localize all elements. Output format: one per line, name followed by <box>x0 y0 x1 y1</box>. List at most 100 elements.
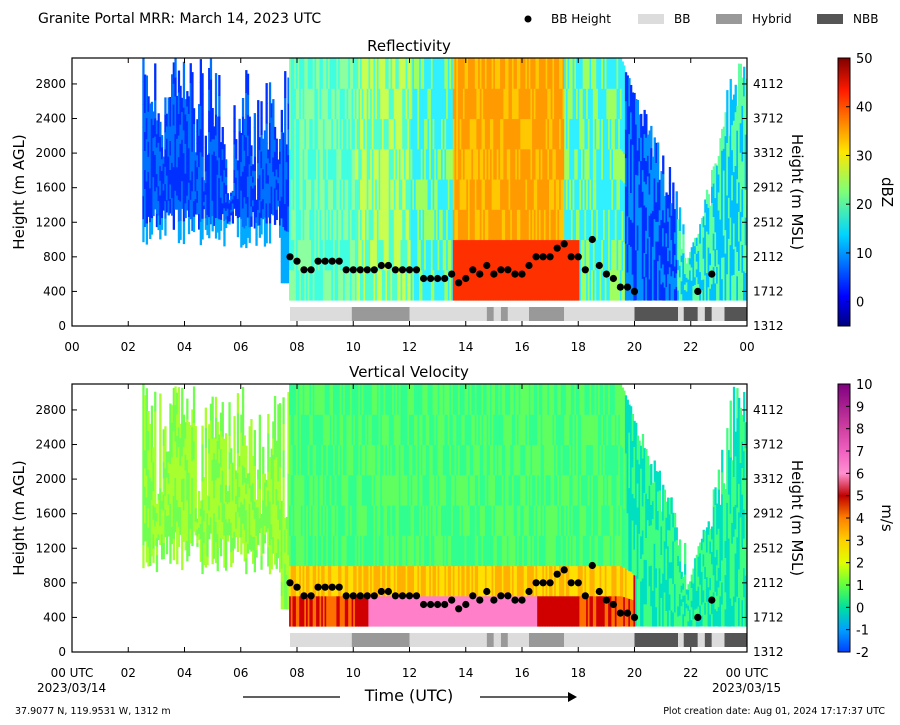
field-cell <box>162 477 165 495</box>
field-cell <box>469 505 472 536</box>
field-cell <box>395 209 398 241</box>
field-cell <box>712 216 715 234</box>
field-cell <box>402 444 405 476</box>
field-cell <box>233 131 236 145</box>
bb-type-segment <box>683 307 698 321</box>
field-cell <box>383 444 386 476</box>
field-cell <box>309 474 312 506</box>
field-cell <box>339 118 342 150</box>
field-cell <box>329 269 332 301</box>
field-cell <box>145 475 148 498</box>
field-cell <box>658 254 661 271</box>
field-cell <box>538 148 542 180</box>
field-cell <box>500 474 503 506</box>
y-tick-label-right: 3312 <box>753 146 784 160</box>
field-cell <box>680 274 683 282</box>
field-cell <box>473 239 476 271</box>
field-cell <box>442 535 445 567</box>
field-cell <box>630 246 633 274</box>
field-cell <box>319 269 322 301</box>
field-cell <box>263 490 267 500</box>
field-cell <box>402 505 405 536</box>
field-cell <box>218 116 221 138</box>
field-cell <box>324 58 327 89</box>
field-cell <box>668 216 672 234</box>
field-cell <box>378 148 381 180</box>
field-cell <box>515 209 518 241</box>
field-cell <box>405 505 408 536</box>
field-cell <box>500 414 503 446</box>
field-cell <box>452 414 456 446</box>
field-cell <box>471 179 474 210</box>
field-cell <box>290 474 294 506</box>
field-cell <box>410 474 413 506</box>
field-cell <box>184 533 187 551</box>
field-cell <box>321 505 324 536</box>
field-cell <box>738 93 741 124</box>
field-cell <box>643 205 646 230</box>
field-cell <box>636 200 639 226</box>
field-cell <box>432 209 435 241</box>
field-cell <box>692 271 695 279</box>
field-cell <box>365 474 368 506</box>
field-cell <box>414 118 417 150</box>
field-cell <box>427 474 430 506</box>
field-cell <box>434 444 437 476</box>
field-cell <box>522 565 525 597</box>
field-cell <box>289 269 292 301</box>
field-cell <box>579 148 582 180</box>
field-cell <box>344 148 348 180</box>
field-cell <box>694 269 697 278</box>
field-cell <box>260 117 263 135</box>
field-cell <box>172 516 175 539</box>
field-cell <box>478 384 481 415</box>
field-cell <box>240 232 243 248</box>
field-cell <box>451 414 454 446</box>
field-cell <box>457 505 461 536</box>
field-cell <box>597 209 601 241</box>
field-cell <box>483 209 486 241</box>
field-cell <box>581 179 584 210</box>
field-cell <box>584 58 587 89</box>
field-cell <box>349 384 353 415</box>
field-cell <box>225 518 228 537</box>
field-cell <box>336 535 339 567</box>
field-cell <box>493 148 496 180</box>
field-cell <box>520 118 523 150</box>
field-cell <box>299 179 302 210</box>
field-cell <box>322 118 326 150</box>
field-cell <box>608 58 611 89</box>
field-cell <box>203 509 206 522</box>
field-cell <box>449 505 452 536</box>
field-cell <box>270 538 273 555</box>
field-cell <box>442 565 445 597</box>
colorbar-tick-label: 50 <box>856 52 873 67</box>
field-cell <box>204 427 207 448</box>
field-cell <box>545 505 548 536</box>
field-cell <box>464 414 467 446</box>
field-cell <box>408 269 412 301</box>
field-cell <box>145 409 148 433</box>
field-cell <box>255 233 258 241</box>
field-cell <box>395 179 398 210</box>
field-cell <box>366 88 369 120</box>
field-cell <box>415 239 418 271</box>
field-cell <box>231 525 234 538</box>
field-cell <box>390 118 393 150</box>
field-cell <box>287 527 290 556</box>
field-cell <box>724 253 727 278</box>
field-cell <box>339 384 342 415</box>
field-cell <box>164 114 167 133</box>
field-cell <box>167 126 170 142</box>
field-cell <box>459 118 462 150</box>
field-cell <box>370 384 373 415</box>
field-cell <box>466 58 469 89</box>
field-cell <box>532 88 535 120</box>
field-cell <box>306 269 309 301</box>
field-cell <box>611 88 614 120</box>
field-cell <box>537 414 540 446</box>
field-cell <box>532 595 535 627</box>
field-cell <box>361 384 364 415</box>
field-cell <box>361 118 364 150</box>
field-cell <box>390 239 393 271</box>
